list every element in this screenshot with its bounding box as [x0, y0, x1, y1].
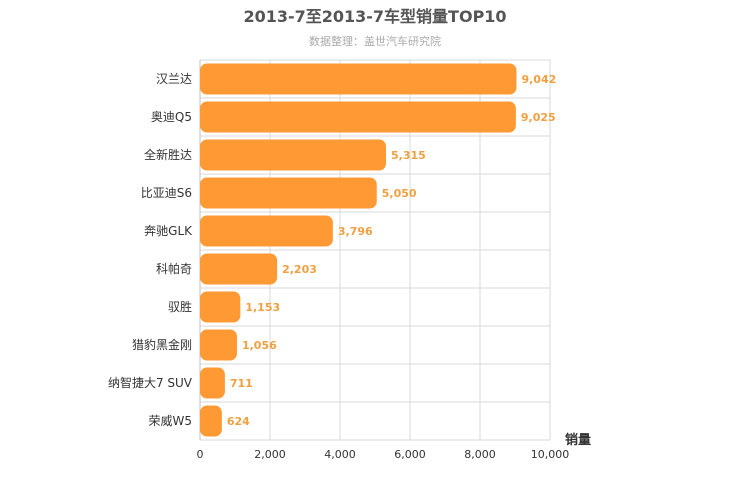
- chart-subtitle: 数据整理：盖世汽车研究院: [309, 34, 441, 48]
- data-label: 1,056: [242, 339, 277, 352]
- x-tick-label: 10,000: [531, 448, 570, 461]
- x-tick-label: 0: [197, 448, 204, 461]
- data-label: 9,042: [521, 73, 556, 86]
- category-label: 奥迪Q5: [151, 110, 192, 124]
- bar-layer: [200, 63, 517, 437]
- category-label: 纳智捷大7 SUV: [108, 375, 193, 390]
- bar[interactable]: [200, 329, 237, 361]
- bar[interactable]: [200, 139, 387, 171]
- bar[interactable]: [200, 367, 225, 399]
- category-label: 荣威W5: [148, 414, 192, 428]
- bar[interactable]: [200, 177, 377, 209]
- bar[interactable]: [200, 63, 517, 95]
- category-label: 全新胜达: [144, 147, 192, 162]
- x-tick-label: 2,000: [254, 448, 286, 461]
- x-tick-label: 4,000: [324, 448, 356, 461]
- bar[interactable]: [200, 101, 516, 133]
- label-layer: 0 2,000 4,000 6,000 8,000 10,000 汉兰达 9,042 奥迪Q5 9…: [108, 72, 569, 461]
- data-label: 624: [227, 415, 250, 428]
- data-label: 711: [230, 377, 253, 390]
- bar[interactable]: [200, 253, 278, 285]
- category-label: 比亚迪S6: [141, 186, 192, 200]
- data-label: 9,025: [521, 111, 556, 124]
- bar[interactable]: [200, 291, 241, 323]
- data-label: 5,050: [382, 187, 417, 200]
- category-label: 猎豹黑金刚: [132, 337, 192, 352]
- x-tick-label: 6,000: [394, 448, 426, 461]
- data-label: 5,315: [391, 149, 426, 162]
- category-label: 科帕奇: [156, 261, 192, 276]
- category-label: 驭胜: [168, 299, 192, 314]
- data-label: 1,153: [245, 301, 280, 314]
- bar[interactable]: [200, 215, 333, 247]
- x-axis-title: 销量: [565, 432, 591, 448]
- category-label: 奔驰GLK: [144, 224, 193, 238]
- data-label: 3,796: [338, 225, 373, 238]
- bar[interactable]: [200, 405, 222, 437]
- data-label: 2,203: [282, 263, 317, 276]
- chart-title: 2013-7至2013-7车型销量TOP10: [243, 7, 506, 26]
- category-label: 汉兰达: [156, 72, 192, 86]
- x-tick-label: 8,000: [464, 448, 496, 461]
